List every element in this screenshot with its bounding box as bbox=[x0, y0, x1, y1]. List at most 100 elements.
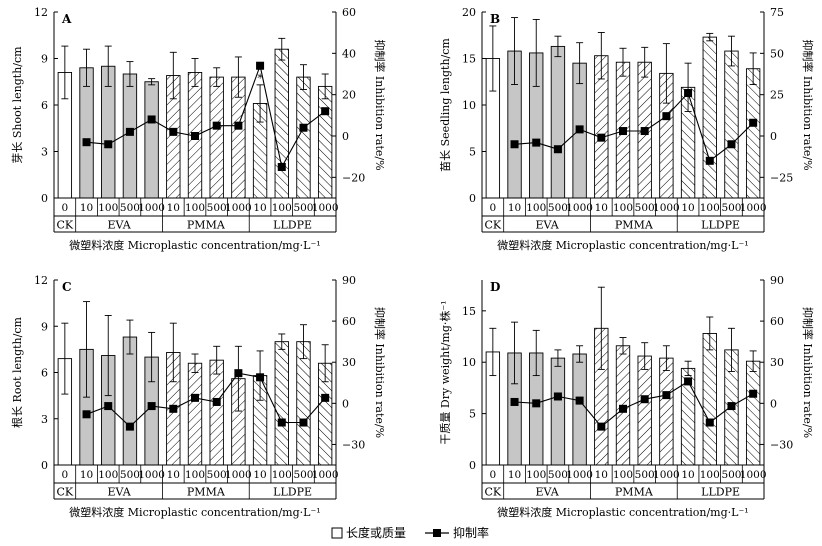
inhibition-point bbox=[169, 127, 178, 136]
category-label: 500 bbox=[635, 202, 655, 214]
group-label-eva: EVA bbox=[107, 486, 131, 499]
y-tick-label: 15 bbox=[462, 305, 476, 318]
inhibition-point bbox=[727, 140, 736, 149]
y-tick-label: 9 bbox=[41, 320, 48, 333]
inhibition-point bbox=[705, 418, 714, 427]
y-tick-label: 6 bbox=[41, 99, 48, 112]
y2-tick-label: 0 bbox=[342, 397, 349, 410]
bar-lldpe-100 bbox=[702, 36, 717, 199]
category-label: 500 bbox=[548, 469, 568, 481]
group-label-ck: CK bbox=[57, 219, 74, 232]
inhibition-point bbox=[575, 125, 584, 134]
legend-marker-swatch bbox=[433, 529, 441, 537]
y-tick-label: 15 bbox=[462, 53, 476, 66]
category-label: 1000 bbox=[138, 469, 165, 481]
bar-pmma-500 bbox=[209, 359, 224, 466]
category-label: 0 bbox=[490, 202, 497, 214]
category-label: 100 bbox=[613, 469, 633, 481]
y-tick-label: 0 bbox=[469, 459, 476, 472]
category-label: 1000 bbox=[653, 202, 680, 214]
y-tick-label: 0 bbox=[41, 192, 48, 205]
y-tick-label: 12 bbox=[34, 6, 48, 19]
bar-eva-500 bbox=[550, 357, 566, 466]
x-axis-title: 微塑料浓度 Microplastic concentration/mg·L⁻¹ bbox=[69, 505, 320, 519]
category-label: 100 bbox=[272, 469, 292, 481]
y2-tick-label: 90 bbox=[342, 274, 356, 287]
y2-tick-label: −25 bbox=[770, 171, 793, 184]
bar-pmma-1000 bbox=[659, 357, 674, 466]
category-label: 0 bbox=[490, 469, 497, 481]
group-label-eva: EVA bbox=[535, 486, 559, 499]
bar-lldpe-1000 bbox=[745, 360, 761, 466]
category-label: 500 bbox=[635, 469, 655, 481]
legend: 长度或质量 抑制率 bbox=[331, 525, 489, 540]
bar-pmma-100 bbox=[187, 362, 203, 466]
y-axis-title: 苗长 Seedling length/cm bbox=[439, 38, 452, 172]
category-label: 500 bbox=[548, 202, 568, 214]
y2-axis-title: 抑制率 Inhibition rate/% bbox=[801, 39, 815, 170]
y2-tick-label: 40 bbox=[342, 47, 356, 60]
inhibition-line bbox=[86, 63, 326, 169]
inhibition-point bbox=[575, 396, 584, 405]
legend-bar-label: 长度或质量 bbox=[346, 525, 406, 540]
inhibition-point bbox=[82, 410, 91, 419]
bar-pmma-500 bbox=[637, 355, 652, 466]
panel-letter: D bbox=[490, 280, 500, 294]
x-axis-title: 微塑料浓度 Microplastic concentration/mg·L⁻¹ bbox=[497, 505, 748, 519]
group-label-pmma: PMMA bbox=[187, 219, 226, 232]
category-label: 100 bbox=[700, 469, 720, 481]
category-label: 10 bbox=[167, 469, 180, 481]
category-label: 10 bbox=[80, 469, 93, 481]
inhibition-point bbox=[82, 138, 91, 147]
significance-mark: * bbox=[257, 72, 263, 85]
category-label: 10 bbox=[681, 469, 694, 481]
category-label: 100 bbox=[526, 469, 546, 481]
y2-axis-title: 抑制率 Inhibition rate/% bbox=[373, 307, 387, 438]
y2-tick-label: 30 bbox=[342, 356, 356, 369]
group-label-eva: EVA bbox=[107, 219, 131, 232]
group-label-ck: CK bbox=[485, 486, 502, 499]
category-label: 1000 bbox=[566, 469, 593, 481]
category-label: 10 bbox=[167, 202, 180, 214]
bar-eva-1000 bbox=[572, 353, 587, 466]
category-label: 10 bbox=[595, 469, 608, 481]
category-label: 500 bbox=[293, 202, 313, 214]
inhibition-point bbox=[277, 418, 286, 427]
inhibition-point bbox=[684, 89, 693, 98]
category-label: 100 bbox=[185, 202, 205, 214]
category-label: 10 bbox=[80, 202, 93, 214]
y-tick-label: 0 bbox=[41, 459, 48, 472]
bar-eva-500 bbox=[550, 45, 566, 199]
category-label: 10 bbox=[253, 202, 266, 214]
category-label: 100 bbox=[526, 202, 546, 214]
group-label-lldpe: LLDPE bbox=[701, 219, 740, 232]
legend-bar-swatch bbox=[331, 527, 343, 539]
y-tick-label: 20 bbox=[462, 6, 476, 19]
y-axis-title: 根长 Root length/cm bbox=[10, 316, 24, 427]
inhibition-point bbox=[662, 112, 671, 121]
category-label: 10 bbox=[595, 202, 608, 214]
inhibition-point bbox=[553, 392, 562, 401]
category-label: 500 bbox=[120, 469, 140, 481]
bar-lldpe-1000 bbox=[745, 68, 761, 199]
bar-eva-500 bbox=[122, 336, 138, 466]
inhibition-point bbox=[619, 127, 627, 136]
category-label: 500 bbox=[120, 202, 140, 214]
y2-tick-label: −20 bbox=[342, 171, 365, 184]
category-label: 100 bbox=[185, 469, 205, 481]
category-label: 1000 bbox=[653, 469, 680, 481]
inhibition-point bbox=[321, 107, 330, 116]
panel-letter: C bbox=[62, 280, 72, 294]
inhibition-point bbox=[684, 377, 693, 386]
inhibition-point bbox=[597, 422, 606, 431]
y-axis-title: 干质量 Dry weight/mg·株⁻¹ bbox=[438, 300, 452, 444]
y2-tick-label: −30 bbox=[342, 438, 365, 451]
inhibition-line bbox=[514, 91, 754, 162]
panel-letter: A bbox=[61, 12, 72, 26]
y2-tick-label: 0 bbox=[770, 130, 777, 143]
inhibition-line bbox=[514, 380, 754, 428]
group-label-lldpe: LLDPE bbox=[273, 486, 312, 499]
inhibition-point bbox=[191, 393, 199, 402]
